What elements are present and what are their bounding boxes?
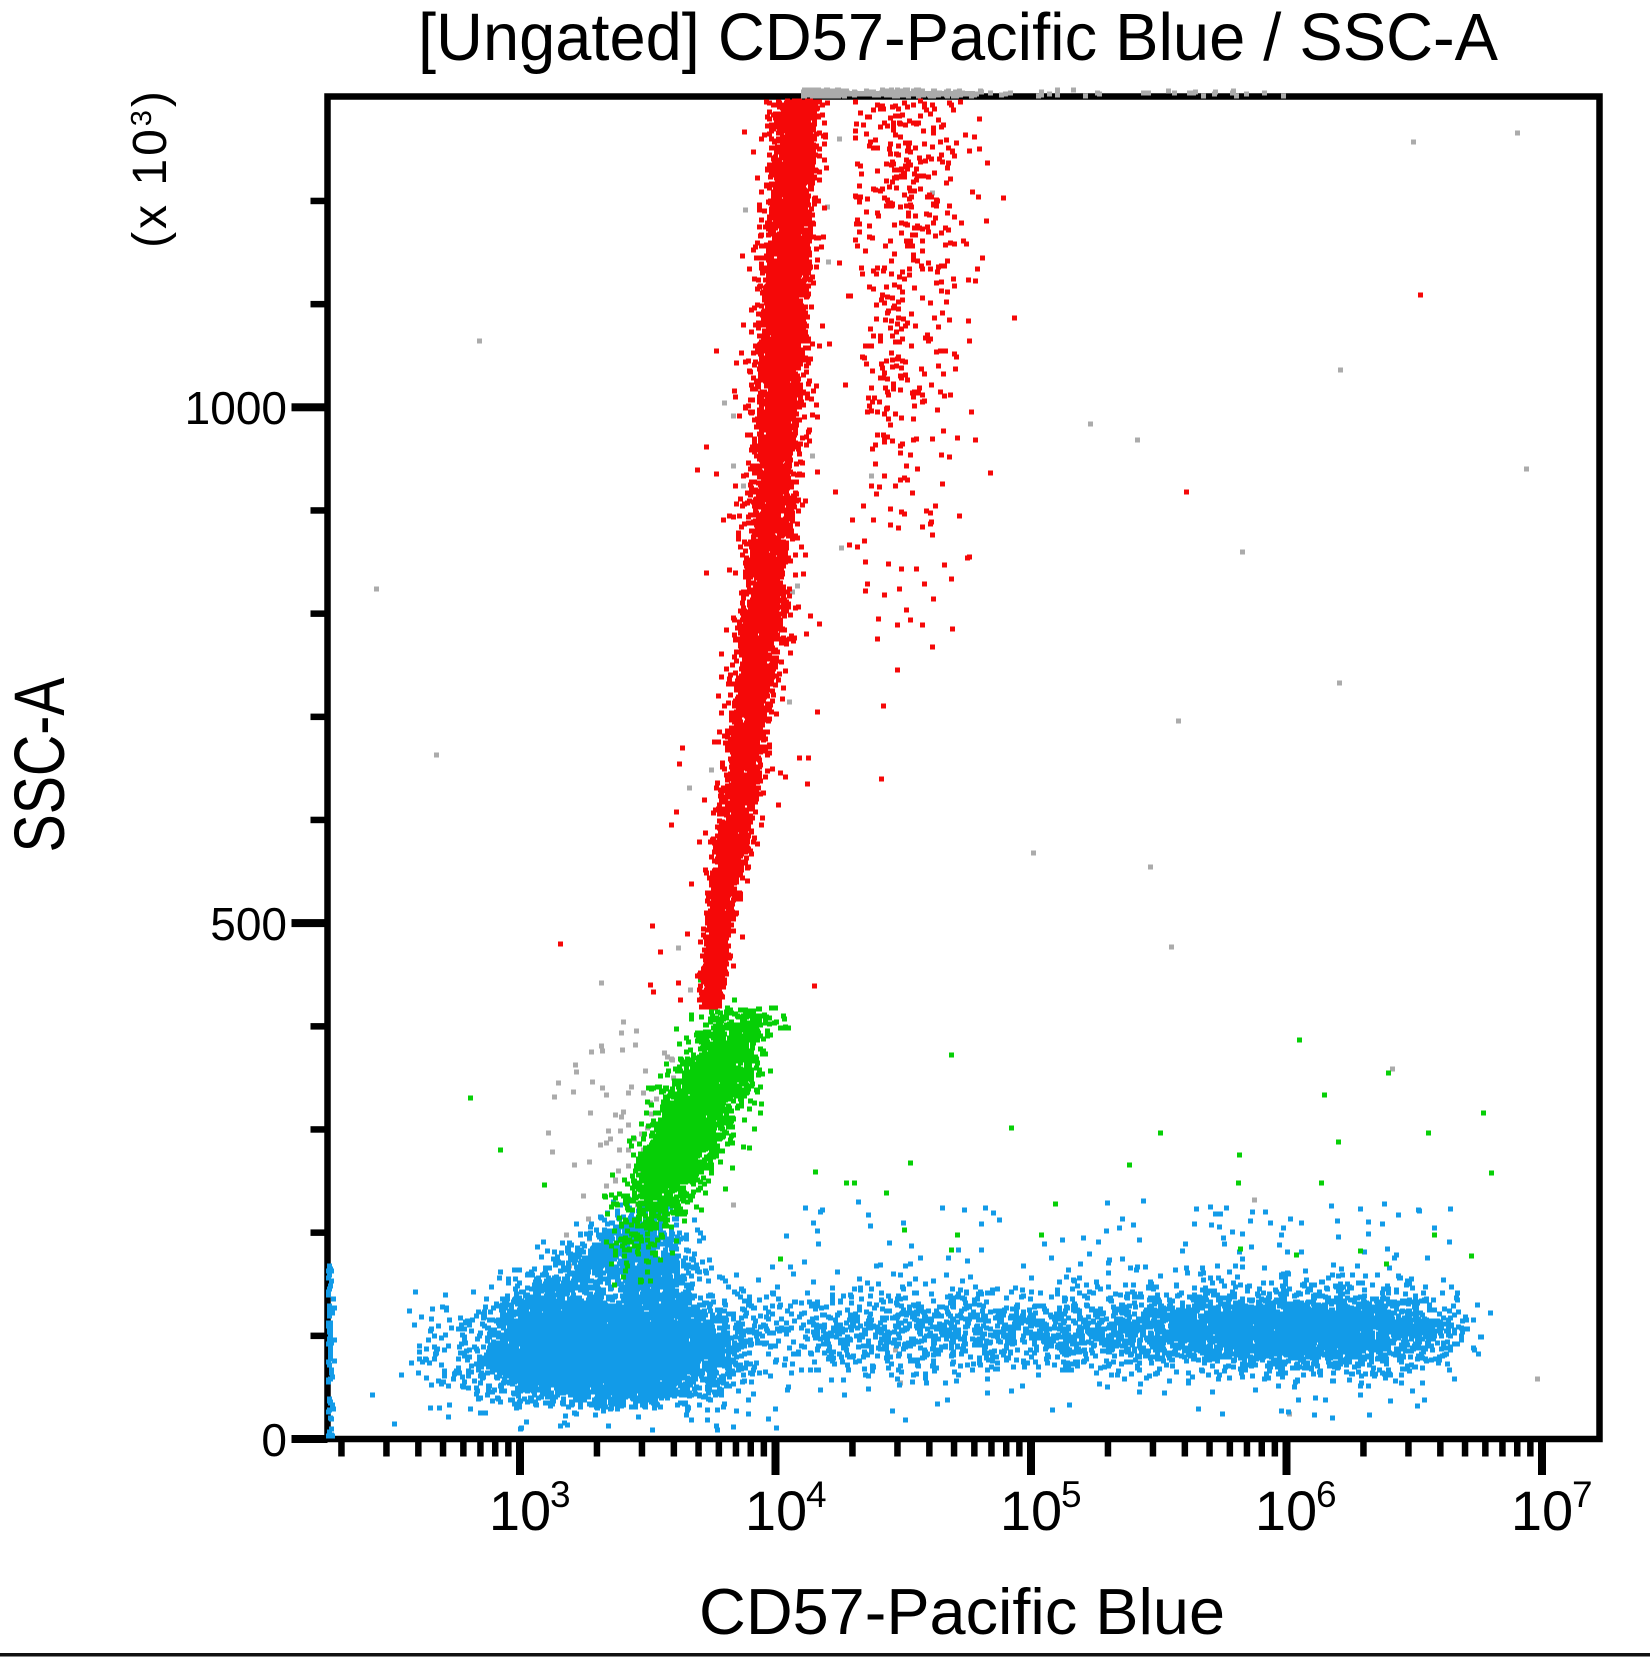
svg-text:CD57-Pacific Blue: CD57-Pacific Blue xyxy=(699,1575,1225,1648)
svg-text:10: 10 xyxy=(489,1479,551,1542)
svg-text:1000: 1000 xyxy=(185,382,287,434)
svg-text:6: 6 xyxy=(1316,1474,1337,1515)
svg-text:10: 10 xyxy=(745,1479,807,1542)
svg-text:(x 103): (x 103) xyxy=(124,88,177,248)
svg-text:7: 7 xyxy=(1572,1474,1593,1515)
svg-text:500: 500 xyxy=(210,898,287,950)
svg-text:5: 5 xyxy=(1061,1474,1082,1515)
svg-text:10: 10 xyxy=(1511,1479,1573,1542)
svg-text:[Ungated] CD57-Pacific Blue /: [Ungated] CD57-Pacific Blue / SSC-A xyxy=(418,0,1498,75)
svg-text:10: 10 xyxy=(1255,1479,1317,1542)
svg-text:10: 10 xyxy=(1000,1479,1062,1542)
svg-text:0: 0 xyxy=(261,1414,287,1466)
svg-text:4: 4 xyxy=(806,1474,827,1515)
svg-text:3: 3 xyxy=(550,1474,571,1515)
svg-text:SSC-A: SSC-A xyxy=(1,677,80,853)
